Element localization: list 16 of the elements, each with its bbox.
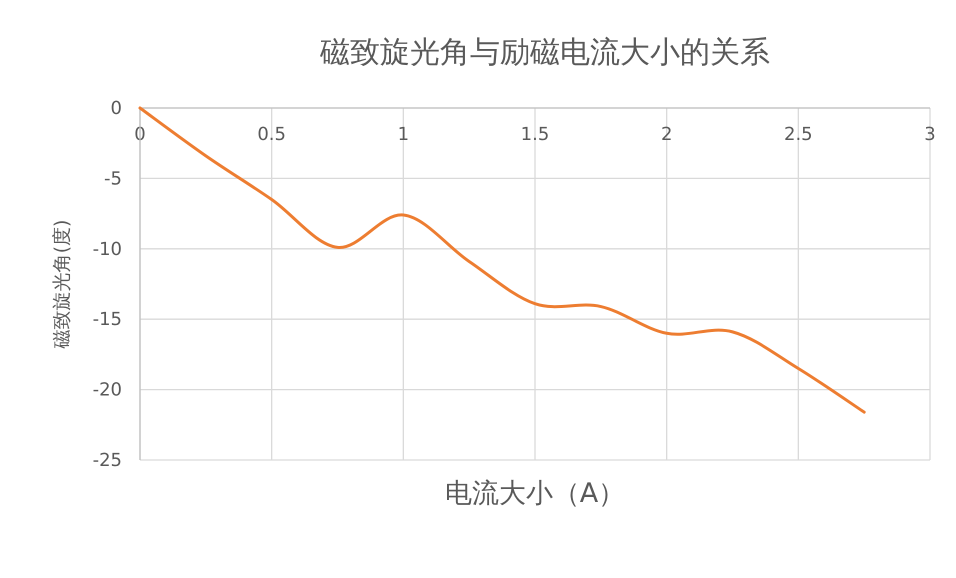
y-tick-label: -10 (92, 238, 122, 260)
x-tick-label: 3 (924, 124, 936, 145)
y-axis-title: 磁致旋光角(度) (51, 220, 73, 350)
x-tick-label: 1.5 (520, 124, 550, 145)
x-tick-label: 0.5 (257, 124, 286, 145)
chart-title: 磁致旋光角与励磁电流大小的关系 (319, 35, 770, 70)
x-tick-label: 2.5 (784, 124, 813, 145)
x-tick-label: 0 (134, 124, 146, 145)
y-tick-label: -15 (92, 309, 122, 330)
y-tick-label: 0 (110, 98, 122, 119)
y-tick-label: -25 (92, 450, 122, 471)
y-tick-label: -20 (92, 380, 122, 401)
x-axis-title: 电流大小（A） (444, 478, 626, 509)
x-tick-label: 2 (660, 124, 672, 145)
y-tick-label: -5 (104, 168, 122, 190)
x-tick-label: 1 (398, 124, 410, 145)
